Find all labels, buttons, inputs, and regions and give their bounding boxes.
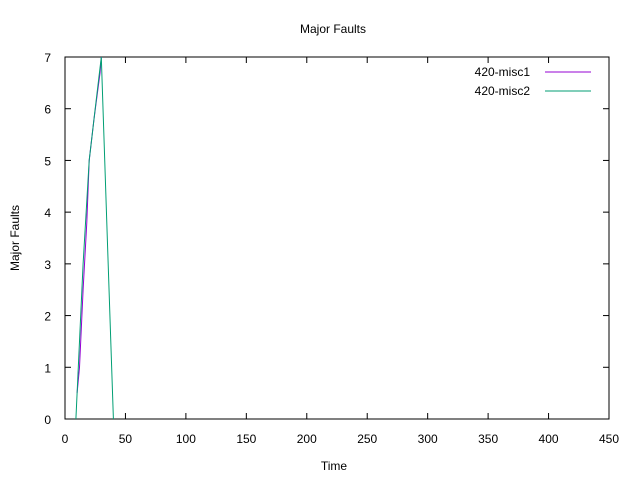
y-tick-label: 5 (44, 154, 51, 168)
y-tick-label: 6 (44, 103, 51, 117)
y-axis-label: Major Faults (8, 205, 22, 271)
y-tick-label: 0 (44, 413, 51, 427)
series-line-420-misc2 (75, 56, 114, 420)
legend-label: 420-misc2 (475, 84, 531, 98)
x-tick-label: 200 (297, 432, 317, 446)
chart-title: Major Faults (300, 22, 366, 36)
x-tick-label: 150 (236, 432, 256, 446)
plot-frame (64, 56, 610, 420)
y-tick-label: 2 (44, 310, 51, 324)
x-tick-label: 50 (119, 432, 133, 446)
x-tick-label: 350 (478, 432, 498, 446)
y-tick-label: 1 (44, 361, 51, 375)
x-axis-label: Time (321, 459, 348, 473)
x-tick-label: 100 (176, 432, 196, 446)
y-tick-label: 7 (44, 51, 51, 65)
legend: 420-misc1 420-misc2 (475, 65, 591, 98)
x-tick-label: 0 (62, 432, 69, 446)
legend-label: 420-misc1 (475, 65, 531, 79)
x-tick-label: 250 (357, 432, 377, 446)
series-line-420-misc1 (76, 56, 102, 394)
x-tick-label: 300 (418, 432, 438, 446)
y-tick-label: 3 (44, 258, 51, 272)
x-tick-label: 400 (539, 432, 559, 446)
x-tick-label: 450 (599, 432, 619, 446)
y-tick-label: 4 (44, 206, 51, 220)
